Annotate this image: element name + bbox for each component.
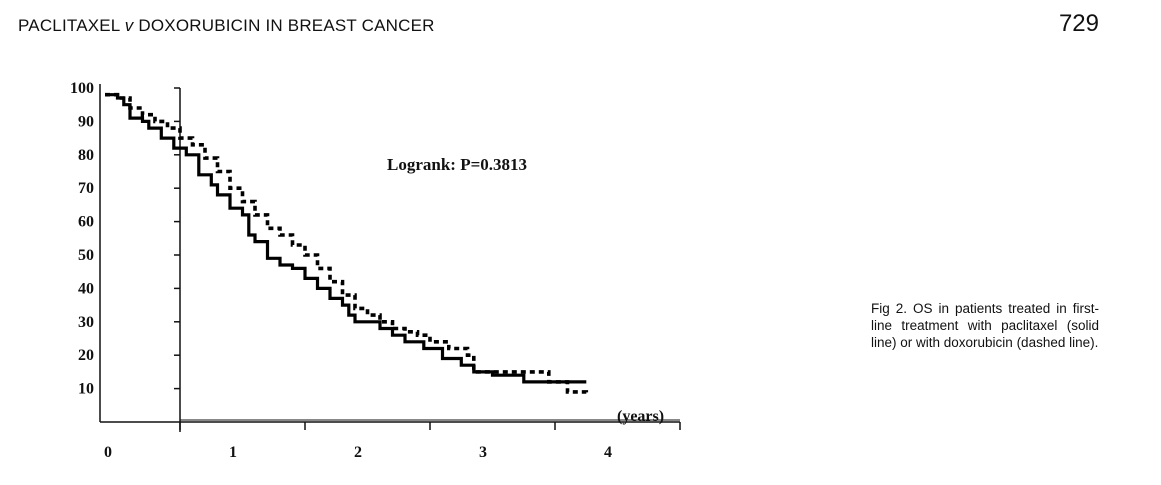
y-tick-label-100: 100 xyxy=(70,80,94,97)
series-dashed-line xyxy=(105,92,589,396)
caption-label: Fig 2. xyxy=(871,301,907,316)
running-title: PACLITAXEL v DOXORUBICIN IN BREAST CANCE… xyxy=(18,16,435,36)
y-tick-label-90: 90 xyxy=(78,113,94,130)
y-tick-label-50: 50 xyxy=(78,247,94,264)
series-solid-line xyxy=(105,93,587,384)
x-tick-marks xyxy=(179,422,681,430)
page-number: 729 xyxy=(1058,10,1099,37)
y-tick-labels: 100 90 80 70 60 50 40 30 20 10 xyxy=(70,80,94,398)
y-tick-marks xyxy=(174,87,180,390)
series-layer xyxy=(105,92,589,396)
caption-text: OS in patients treated in first-line tre… xyxy=(871,301,1099,350)
running-title-part2: DOXORUBICIN IN BREAST CANCER xyxy=(133,16,435,35)
logrank-annotation: Logrank: P=0.3813 xyxy=(387,155,527,174)
figure-caption: Fig 2. OS in patients treated in first-li… xyxy=(871,300,1099,351)
y-tick-label-80: 80 xyxy=(78,147,94,164)
x-tick-label-3: 3 xyxy=(479,444,487,461)
running-title-v: v xyxy=(124,16,134,35)
x-tick-label-4: 4 xyxy=(604,444,612,461)
running-title-part1: PACLITAXEL xyxy=(18,16,125,35)
x-tick-label-2: 2 xyxy=(354,444,362,461)
x-tick-label-0: 0 xyxy=(104,444,112,461)
y-tick-label-60: 60 xyxy=(78,214,94,231)
y-tick-label-10: 10 xyxy=(78,381,94,398)
y-tick-label-30: 30 xyxy=(78,314,94,331)
x-tick-label-1: 1 xyxy=(229,444,237,461)
y-tick-label-40: 40 xyxy=(78,280,94,297)
y-tick-label-70: 70 xyxy=(78,180,94,197)
x-tick-labels: 0 1 2 3 4 xyxy=(104,444,612,461)
x-axis-label: (years) xyxy=(617,408,664,425)
y-tick-label-20: 20 xyxy=(78,347,94,364)
